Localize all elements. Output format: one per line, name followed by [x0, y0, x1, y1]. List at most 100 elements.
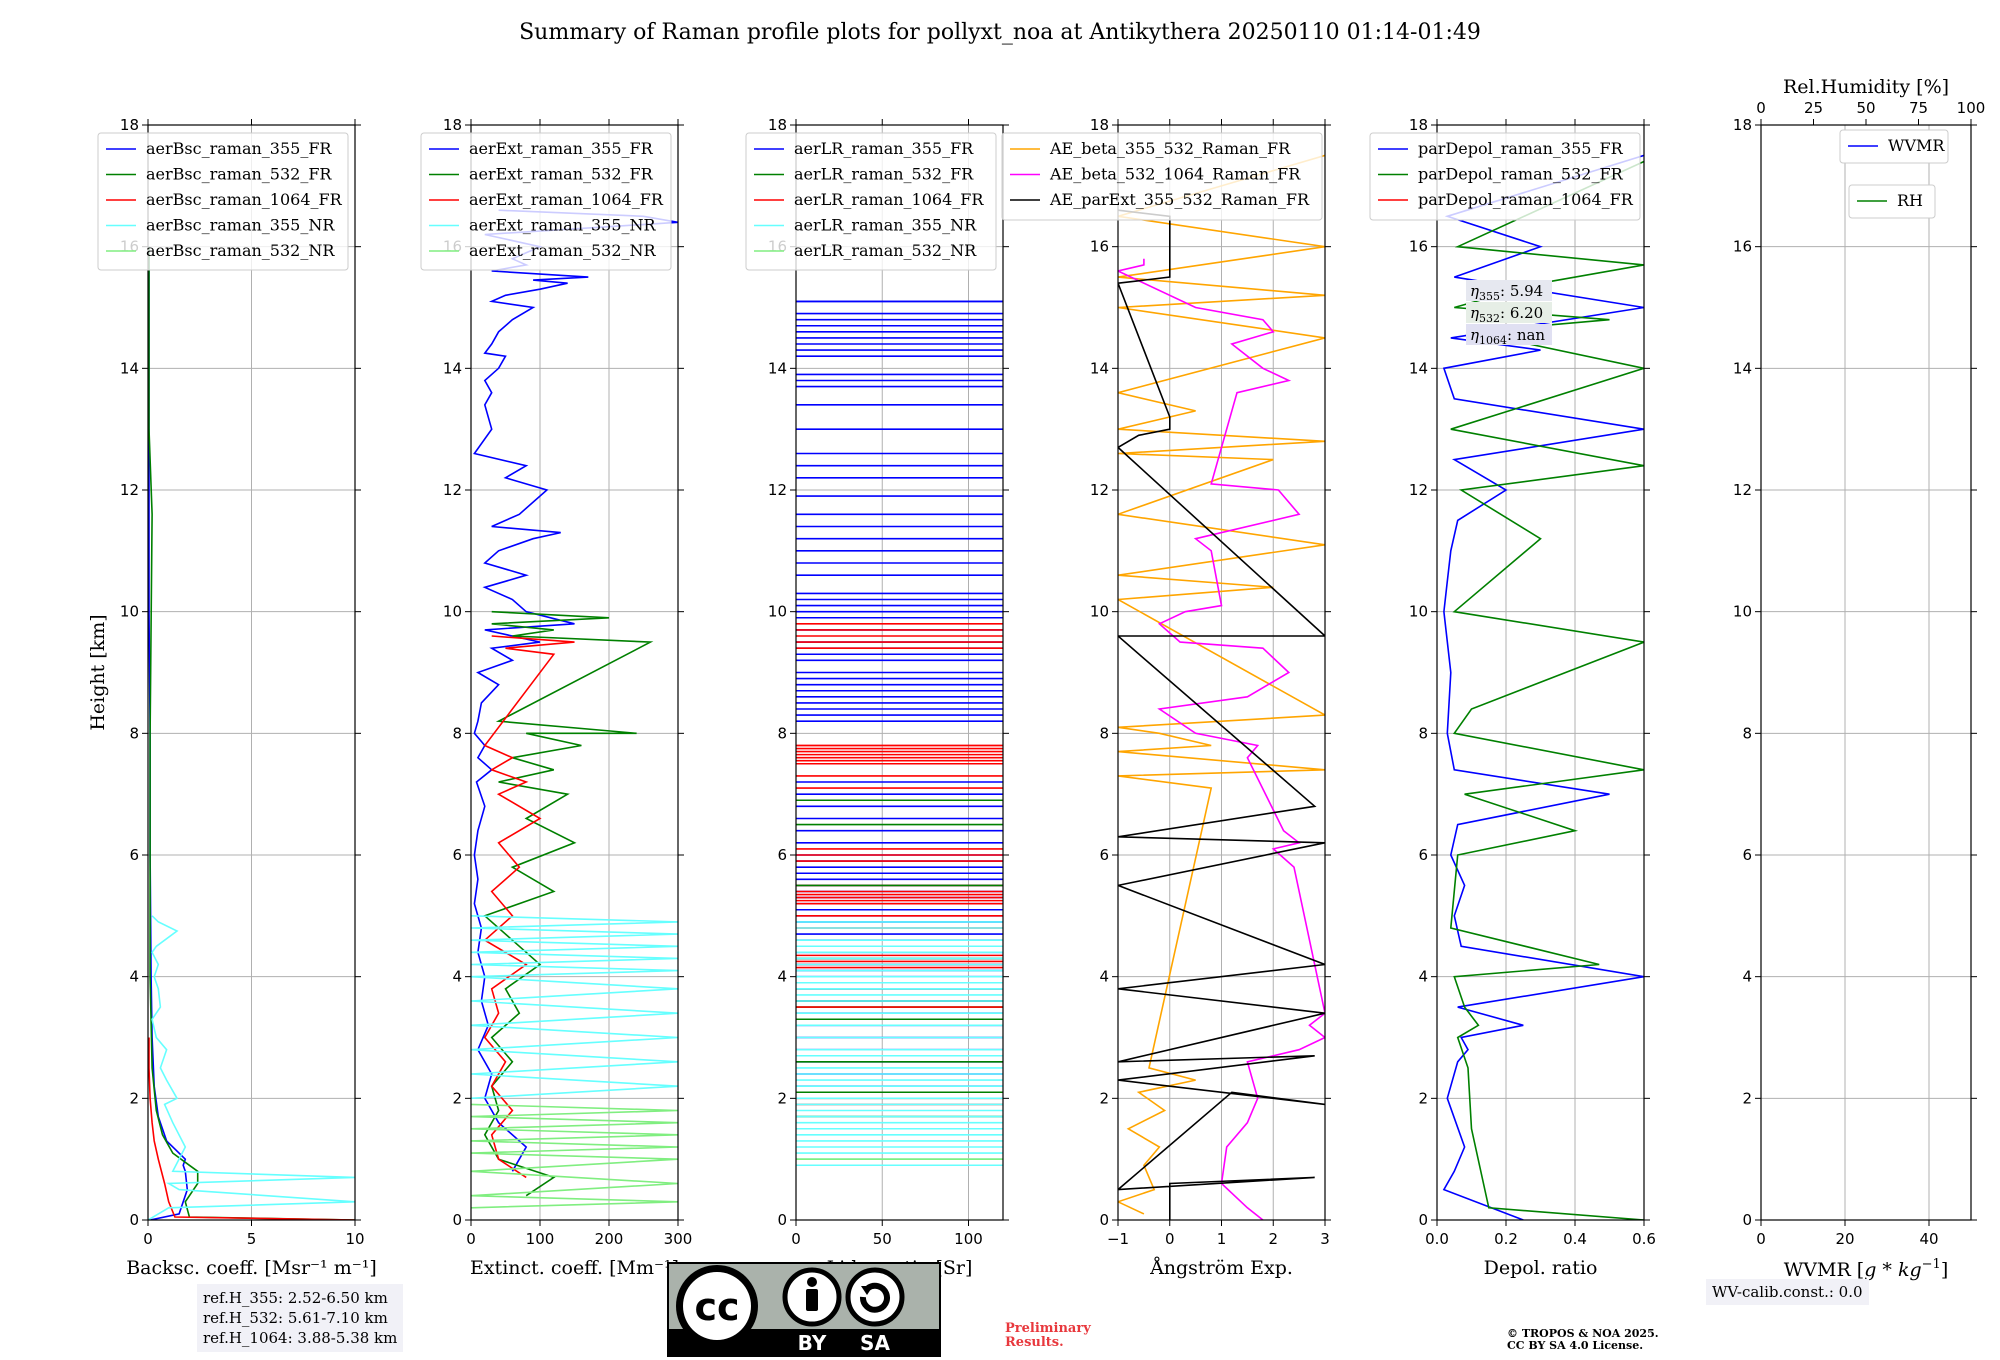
legend-label: aerLR_raman_355_NR	[794, 216, 977, 235]
y-tick-label: 10	[768, 603, 787, 621]
series-line	[1449, 160, 1644, 1220]
x-tick-label: 0.2	[1494, 1230, 1518, 1248]
legend-label: AE_beta_532_1064_Raman_FR	[1049, 165, 1301, 184]
x-tick-label: 0.6	[1632, 1230, 1656, 1248]
series-group	[471, 209, 678, 1209]
series-line	[148, 246, 189, 1220]
eta-label: η532: 6.20	[1470, 304, 1543, 325]
panel-2: 0100200300024681012141618Extinct. coeff.…	[420, 116, 692, 1279]
y-tick-label: 2	[1418, 1089, 1428, 1107]
legend-label: parDepol_raman_532_FR	[1418, 165, 1624, 184]
legend-label: aerLR_raman_532_NR	[794, 241, 977, 260]
y-tick-label: 4	[1418, 968, 1428, 986]
eta-label: η1064: nan	[1470, 326, 1545, 347]
y-tick-label: 10	[1733, 603, 1752, 621]
x-tick-label: 0	[1165, 1230, 1175, 1248]
series-line	[483, 635, 575, 1179]
y-tick-label: 0	[777, 1211, 787, 1229]
legend-box	[1001, 132, 1323, 221]
axes-frame	[795, 124, 1004, 1221]
y-tick-label: 16	[1090, 238, 1109, 256]
x-axis-label: Depol. ratio	[1484, 1257, 1598, 1279]
series-line	[1118, 209, 1325, 1220]
top-x-tick-label: 25	[1804, 99, 1823, 117]
legend: aerBsc_raman_355_FR aerBsc_raman_532_FRae…	[97, 132, 349, 271]
legend: aerExt_raman_355_FR aerExt_raman_532_FRae…	[420, 132, 672, 271]
reference-heights-box: ref.H_355: 2.52-6.50 km ref.H_532: 5.61-…	[197, 1284, 404, 1352]
y-tick-label: 18	[120, 116, 139, 134]
legend-label: aerExt_raman_532_NR	[469, 241, 657, 260]
legend-label: AE_parExt_355_532_Raman_FR	[1049, 190, 1310, 209]
y-tick-label: 12	[1409, 481, 1428, 499]
y-tick-label: 2	[452, 1089, 462, 1107]
axes-frame	[1760, 124, 1972, 1221]
top-x-tick-label: 100	[1957, 99, 1986, 117]
series-line	[1442, 154, 1644, 1220]
legend: AE_beta_355_532_Raman_FR AE_beta_532_1064…	[1001, 132, 1323, 221]
eta-label: η355: 5.94	[1470, 282, 1543, 303]
x-tick-label: 5	[247, 1230, 257, 1248]
cc-label: cc	[694, 1285, 739, 1329]
series-line	[1118, 258, 1325, 1220]
x-tick-label: 100	[526, 1230, 555, 1248]
x-tick-label: 20	[1835, 1230, 1854, 1248]
cc-by-sa-badge: cc BY SA	[667, 1262, 941, 1357]
x-tick-label: 2	[1268, 1230, 1278, 1248]
series-line	[148, 246, 355, 1220]
legend-label: aerBsc_raman_532_NR	[146, 241, 335, 260]
legend-label: aerExt_raman_532_FR	[469, 165, 654, 184]
y-tick-label: 0	[1099, 1211, 1109, 1229]
x-axis-label: WVMR [g * kg−1]	[1784, 1257, 1948, 1281]
x-tick-label: 1	[1217, 1230, 1227, 1248]
y-tick-label: 8	[452, 724, 462, 742]
legend-label: aerLR_raman_532_FR	[794, 165, 974, 184]
legend-label: aerBsc_raman_1064_FR	[146, 190, 343, 209]
y-tick-label: 10	[1090, 603, 1109, 621]
y-tick-label: 4	[129, 968, 139, 986]
annotation-bg	[1466, 280, 1552, 301]
y-tick-label: 2	[1742, 1089, 1752, 1107]
y-tick-label: 8	[129, 724, 139, 742]
x-axis-label: Backsc. coeff. [Msr⁻¹ m⁻¹]	[126, 1257, 377, 1279]
preliminary-line-1: Preliminary	[1005, 1321, 1091, 1336]
panel-5: 0.0 0.2 0.4 0.6 0 2 4 6 8 10 12 14 16 18 Depol. ratio p…	[1369, 116, 1656, 1279]
legend-label: aerExt_raman_355_FR	[469, 139, 654, 158]
preliminary-line-2: Results.	[1005, 1335, 1064, 1350]
series-group	[148, 246, 355, 1220]
y-tick-label: 16	[1409, 238, 1428, 256]
annotation-bg	[1466, 324, 1552, 345]
y-tick-label: 12	[120, 481, 139, 499]
y-tick-label: 18	[1409, 116, 1428, 134]
axes-frame	[470, 124, 679, 1221]
y-tick-label: 4	[777, 968, 787, 986]
y-tick-label: 10	[443, 603, 462, 621]
preliminary-note: Preliminary Results.	[1005, 1322, 1091, 1350]
x-axis-label: Extinct. coeff. [Mm⁻¹]	[470, 1257, 679, 1279]
copyright-line-2: CC BY SA 4.0 License.	[1507, 1339, 1644, 1352]
series-line	[1118, 154, 1325, 1215]
x-axis-label: Ångström Exp.	[1149, 1257, 1293, 1279]
legend-label: parDepol_raman_1064_FR	[1418, 190, 1634, 209]
ref-height-355: ref.H_355: 2.52-6.50 km	[203, 1289, 388, 1307]
legend-box	[1839, 129, 1949, 164]
y-tick-label: 18	[1733, 116, 1752, 134]
legend-label: aerBsc_raman_532_FR	[146, 165, 332, 184]
top-x-tick-label: 75	[1909, 99, 1928, 117]
y-tick-label: 0	[1742, 1211, 1752, 1229]
y-tick-label: 0	[1418, 1211, 1428, 1229]
y-tick-label: 12	[768, 481, 787, 499]
top-x-tick-label: 0	[1756, 99, 1766, 117]
y-tick-label: 2	[1099, 1089, 1109, 1107]
legend: WVMR RH	[1839, 129, 1949, 219]
x-tick-label: 0	[466, 1230, 476, 1248]
y-tick-label: 0	[452, 1211, 462, 1229]
axes-frame	[1436, 124, 1645, 1221]
x-tick-label: −1	[1107, 1230, 1129, 1248]
legend-label: aerExt_raman_1064_FR	[469, 190, 664, 209]
legend: aerLR_raman_355_FR aerLR_raman_532_FR aerL…	[745, 132, 997, 271]
y-tick-label: 16	[1733, 238, 1752, 256]
y-tick-label: 12	[1090, 481, 1109, 499]
y-tick-label: 18	[443, 116, 462, 134]
